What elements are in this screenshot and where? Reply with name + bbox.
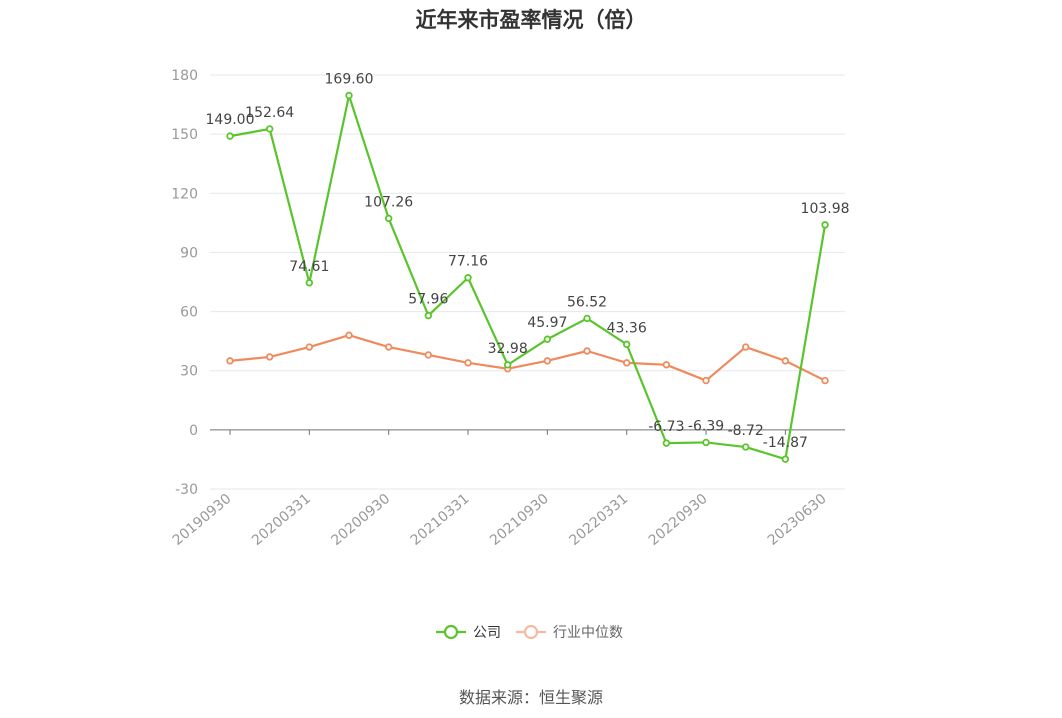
company-point [662,439,671,447]
data-label: 149.00 [206,112,255,128]
y-tick-label: -30 [175,482,198,498]
company-point [742,443,750,451]
industry-point [662,361,671,369]
legend-marker [443,624,459,640]
y-tick-label: 0 [189,423,198,439]
legend-marker [523,624,539,640]
industry-point [265,353,274,361]
industry-point [821,376,829,385]
x-tick-label: 20190930 [170,491,235,549]
company-point [702,438,710,447]
y-tick-label: 150 [171,127,198,143]
industry-point [464,359,472,367]
y-tick-label: 180 [171,68,198,84]
industry-point [226,357,234,365]
company-point [305,279,314,287]
y-tick-label: 90 [180,245,198,261]
data-label: 32.98 [488,341,528,357]
data-label: 152.64 [245,105,294,121]
company-point [226,132,234,140]
industry-median-line [229,334,826,382]
data-source: 数据来源：恒生聚源 [458,688,603,707]
data-label: 77.16 [448,254,488,270]
company-point [265,125,274,133]
industry-point [543,357,552,365]
company-point [424,311,433,320]
data-label: 45.97 [527,315,567,331]
company-point [384,214,393,223]
company-point [623,340,631,349]
x-axis-tick-labels: 20190930 20200331 20200930 20210331 20210930… [170,491,830,549]
company-point [821,221,829,229]
legend-label: 公司 [473,625,501,641]
data-label: -6.39 [688,418,724,434]
industry-point [345,331,353,339]
data-label: 103.98 [801,201,850,217]
data-label: 57.96 [408,292,448,308]
data-label: 56.52 [567,294,607,310]
data-label: 107.26 [364,194,413,210]
x-tick-label: 20210930 [487,491,552,549]
company-line [229,94,827,461]
company-point [781,455,790,463]
series-points [226,91,829,463]
chart-title: 近年来市盈率情况（倍） [415,8,647,32]
x-tick-label: 20210331 [408,491,473,549]
data-label: -6.73 [648,419,684,435]
legend: 公司 行业中位数 [436,624,623,641]
x-tick-label: 20220930 [646,491,711,549]
company-point [543,335,552,343]
company-point [583,314,591,323]
industry-point [583,347,591,355]
y-tick-label: 30 [180,364,198,380]
legend-item-industry-median: 行业中位数 [516,624,623,641]
industry-point [424,351,433,359]
y-axis-tick-labels: -30 0 30 60 90 120 150 180 [171,68,198,498]
data-label: 169.60 [325,72,374,88]
data-label: -8.72 [728,423,764,439]
y-tick-label: 60 [180,305,198,321]
y-tick-label: 120 [171,186,198,202]
data-label: -14.87 [763,435,808,451]
industry-point [623,359,631,367]
industry-point [742,343,750,351]
x-tick-label: 20200331 [249,491,314,549]
industry-point [781,357,790,365]
x-tick-label: 20200930 [328,491,393,549]
company-point [503,361,512,369]
company-point [464,274,472,282]
x-tick-label: 20230630 [765,491,830,549]
legend-item-company: 公司 [436,624,501,641]
x-axis [210,429,845,435]
industry-point [305,343,314,351]
industry-point [384,343,393,351]
series-lines [229,94,827,461]
data-label: 74.61 [289,259,329,275]
x-tick-label: 20220331 [566,491,631,549]
legend-label: 行业中位数 [553,625,623,641]
company-point [345,91,353,100]
data-label: 43.36 [607,320,647,336]
industry-point [702,376,710,385]
